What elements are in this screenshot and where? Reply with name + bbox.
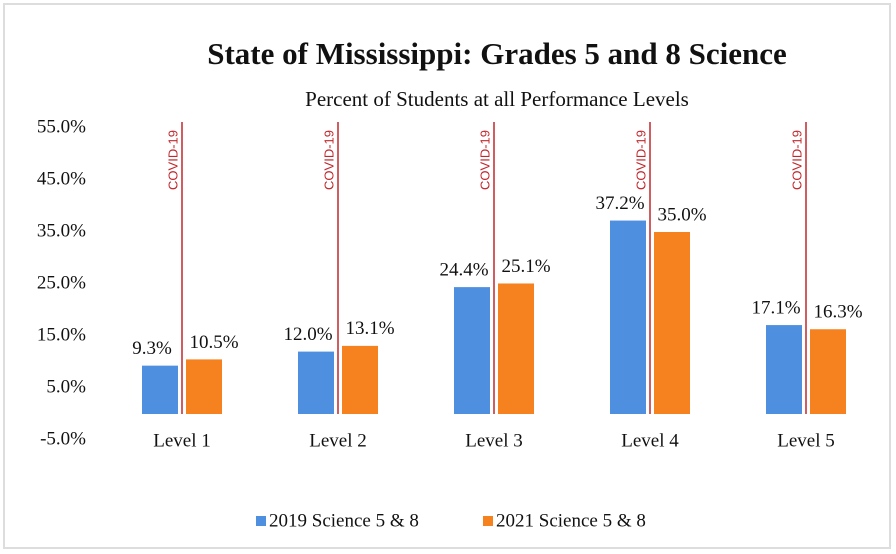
legend-swatch (483, 516, 493, 526)
bar (810, 329, 846, 414)
value-label: 16.3% (813, 302, 862, 323)
bar (454, 287, 490, 414)
y-tick-label: 15.0% (37, 324, 86, 345)
bar (298, 351, 334, 414)
value-label: 12.0% (283, 324, 332, 345)
y-tick-label: 55.0% (37, 116, 86, 137)
legend-label: 2019 Science 5 & 8 (269, 510, 419, 531)
covid-annotation: COVID-19 (789, 130, 804, 190)
x-tick-label: Level 3 (465, 430, 523, 451)
value-label: 13.1% (345, 318, 394, 339)
chart-frame (3, 3, 891, 549)
bar (766, 325, 802, 414)
covid-annotation: COVID-19 (165, 130, 180, 190)
chart-subtitle: Percent of Students at all Performance L… (305, 87, 689, 111)
bar (610, 220, 646, 414)
value-label: 37.2% (595, 193, 644, 214)
value-label: 35.0% (657, 204, 706, 225)
bar (142, 365, 178, 414)
bar (186, 359, 222, 414)
bar (342, 345, 378, 414)
value-label: 9.3% (132, 338, 172, 359)
y-tick-label: 35.0% (37, 220, 86, 241)
x-tick-label: Level 4 (621, 430, 679, 451)
bar (498, 283, 534, 414)
value-label: 24.4% (439, 259, 488, 280)
covid-annotation: COVID-19 (477, 130, 492, 190)
covid-annotation: COVID-19 (321, 130, 336, 190)
legend-label: 2021 Science 5 & 8 (496, 510, 646, 531)
value-label: 25.1% (501, 256, 550, 277)
value-label: 10.5% (189, 332, 238, 353)
covid-annotation: COVID-19 (633, 130, 648, 190)
x-tick-label: Level 5 (777, 430, 835, 451)
bar (654, 232, 690, 414)
chart-title: State of Mississippi: Grades 5 and 8 Sci… (207, 36, 787, 71)
x-tick-label: Level 1 (153, 430, 211, 451)
y-tick-label: 5.0% (46, 376, 86, 397)
y-tick-label: 25.0% (37, 272, 86, 293)
x-tick-label: Level 2 (309, 430, 367, 451)
value-label: 17.1% (751, 297, 800, 318)
y-tick-label: 45.0% (37, 168, 86, 189)
legend-swatch (256, 516, 266, 526)
y-tick-label: -5.0% (40, 428, 86, 449)
